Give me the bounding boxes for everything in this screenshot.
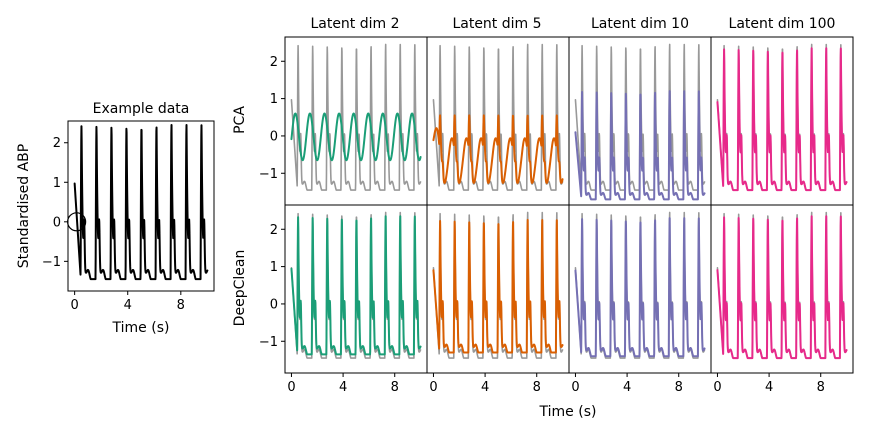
example-axes: 0 4 8 −1 0 1 2 [42, 120, 215, 313]
y-tick-label: 1 [53, 176, 61, 191]
grid-plot-area: −1 0 1 2 0 4 8 −1 0 1 2 0 4 8 0 4 8 0 4 8 [259, 36, 854, 395]
example-signal-line [73, 123, 209, 281]
y-tick-label: −1 [42, 255, 61, 270]
column-title-dim5: Latent dim 5 [452, 16, 541, 32]
panel-deepclean-dim5: 0 4 8 [426, 204, 570, 395]
panel-pca-dim10 [568, 36, 712, 206]
reconstruction-line [574, 217, 706, 358]
panel-frame [710, 204, 854, 374]
reconstruction-line [574, 90, 706, 201]
original-signal-line [290, 43, 422, 191]
x-tick-label: 8 [817, 380, 825, 395]
y-tick-label: 0 [270, 297, 278, 312]
x-tick-label: 4 [623, 380, 631, 395]
y-tick-label: 2 [270, 55, 278, 70]
panel-pca-dim2: −1 0 1 2 [259, 36, 428, 206]
y-tick-label: 0 [53, 215, 61, 230]
panel-deepclean-dim2: 0 4 8 −1 0 1 2 [259, 204, 428, 395]
row-label-deepclean: DeepClean [232, 250, 248, 327]
example-plot-area: 0 4 8 −1 0 1 2 [42, 120, 215, 313]
y-tick-label: 1 [270, 92, 278, 107]
x-tick-label: 8 [533, 380, 541, 395]
y-tick-label: 1 [270, 260, 278, 275]
example-xlabel: Time (s) [112, 320, 170, 336]
example-frame [67, 120, 215, 292]
panel-pca-dim100 [710, 36, 854, 206]
x-tick-label: 0 [571, 380, 579, 395]
x-tick-label: 0 [70, 298, 78, 313]
column-title-dim100: Latent dim 100 [729, 16, 836, 32]
original-signal-line [432, 43, 564, 191]
x-tick-label: 4 [765, 380, 773, 395]
x-tick-label: 0 [713, 380, 721, 395]
row-label-pca: PCA [232, 106, 248, 134]
y-tick-label: −1 [259, 167, 278, 182]
reconstruction-line [716, 47, 848, 192]
x-tick-label: 8 [391, 380, 399, 395]
x-tick-label: 4 [481, 380, 489, 395]
column-title-dim2: Latent dim 2 [310, 16, 399, 32]
example-ylabel: Standardised ABP [16, 144, 32, 268]
reconstruction-line [290, 112, 422, 162]
y-tick-label: 2 [53, 136, 61, 151]
reconstruction-line [432, 114, 564, 184]
y-tick-label: −1 [259, 335, 278, 350]
reconstruction-line [432, 218, 564, 354]
reconstruction-line [716, 215, 848, 360]
column-title-dim10: Latent dim 10 [591, 16, 689, 32]
panel-deepclean-dim10: 0 4 8 [568, 204, 712, 395]
x-tick-label: 0 [429, 380, 437, 395]
example-panel: Example data Time (s) Standardised ABP 0… [16, 101, 215, 336]
example-title: Example data [93, 101, 190, 117]
panel-pca-dim5 [426, 36, 570, 206]
x-tick-label: 8 [675, 380, 683, 395]
y-tick-label: 0 [270, 129, 278, 144]
x-tick-label: 8 [177, 298, 185, 313]
y-tick-label: 2 [270, 223, 278, 238]
x-tick-label: 4 [339, 380, 347, 395]
x-tick-label: 0 [287, 380, 295, 395]
panel-deepclean-dim100: 0 4 8 [710, 204, 854, 395]
x-tick-label: 4 [124, 298, 132, 313]
reconstruction-line [290, 215, 422, 356]
grid-xlabel: Time (s) [539, 404, 597, 420]
